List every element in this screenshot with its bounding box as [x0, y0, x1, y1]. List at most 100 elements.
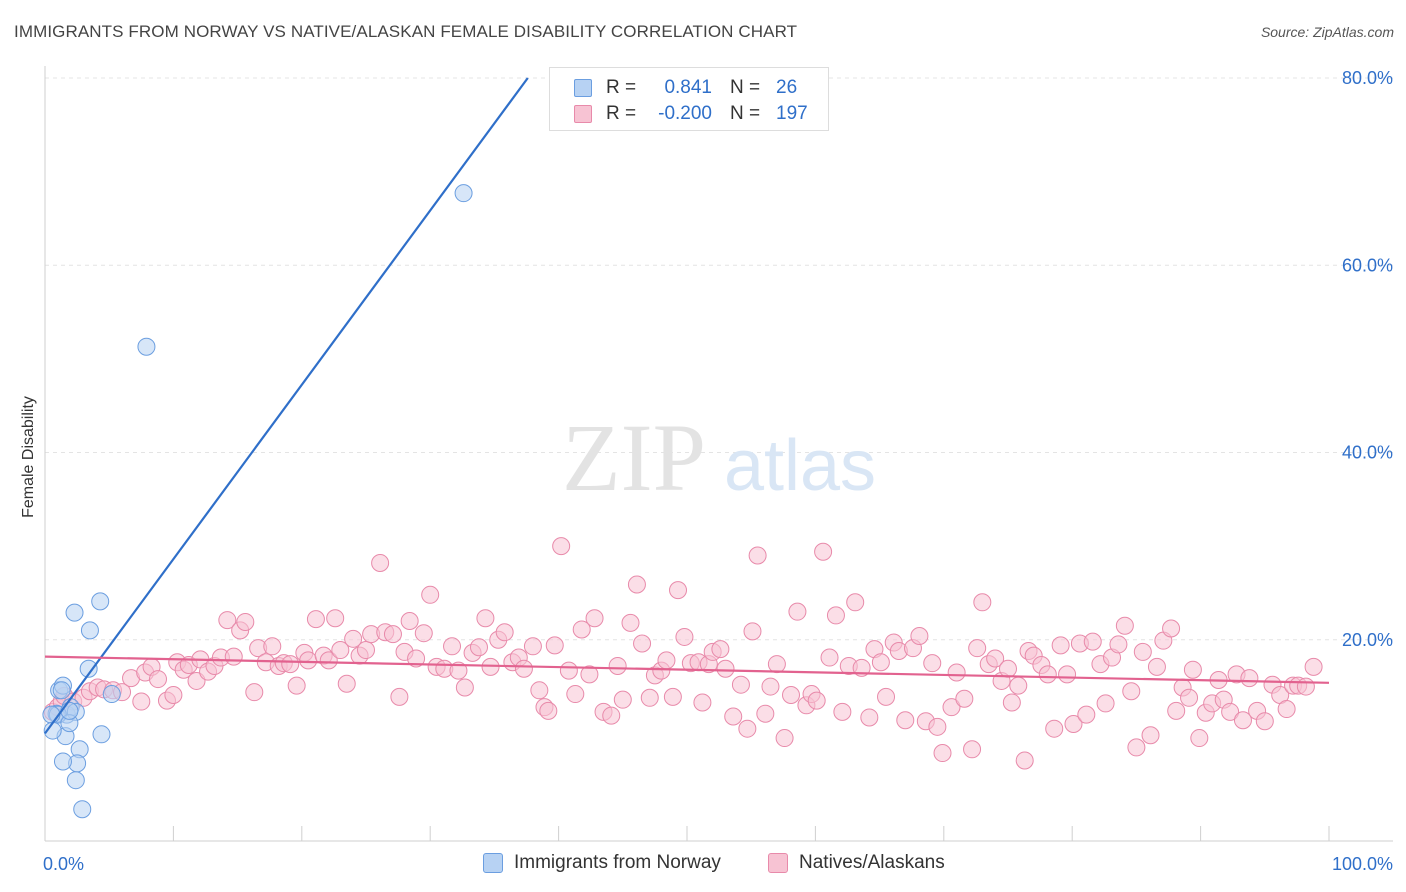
- native-point: [711, 640, 730, 659]
- native-point: [955, 689, 974, 708]
- native-point: [585, 609, 604, 628]
- native-point: [910, 627, 929, 646]
- native-point: [1077, 705, 1096, 724]
- legend-r-value: 0.841: [664, 77, 712, 98]
- native-point: [1009, 676, 1028, 695]
- native-point: [1255, 712, 1274, 731]
- native-point: [923, 654, 942, 673]
- y-tick-label: 80.0%: [1342, 68, 1393, 88]
- series-norway-points: [42, 184, 473, 819]
- native-point: [947, 663, 966, 682]
- native-point: [530, 681, 549, 700]
- native-point: [224, 647, 243, 666]
- native-point: [148, 670, 167, 689]
- norway-point: [60, 701, 79, 720]
- native-point: [675, 627, 694, 646]
- native-point: [306, 610, 325, 629]
- native-point: [566, 685, 585, 704]
- watermark: ZIP atlas: [562, 404, 876, 511]
- native-point: [1064, 715, 1083, 734]
- native-point: [1133, 642, 1152, 661]
- native-point: [580, 665, 599, 684]
- legend-label-norway: Immigrants from Norway: [514, 852, 721, 873]
- native-point: [455, 678, 474, 697]
- native-point: [627, 575, 646, 594]
- native-point: [896, 711, 915, 730]
- native-point: [1096, 694, 1115, 713]
- legend-n-label: N =: [730, 77, 761, 98]
- native-point: [933, 744, 952, 763]
- native-point: [545, 636, 564, 655]
- native-point: [236, 612, 255, 631]
- native-point: [421, 585, 440, 604]
- native-point: [299, 651, 318, 670]
- native-point: [928, 717, 947, 736]
- series-legend: Immigrants from Norway Natives/Alaskans: [0, 852, 1406, 878]
- native-point: [263, 637, 282, 656]
- legend-n-value: 26: [776, 77, 798, 98]
- native-point: [731, 675, 750, 694]
- trend-lines: [44, 77, 1330, 735]
- legend-label-natives: Natives/Alaskans: [799, 852, 945, 873]
- legend-swatch-norway: [483, 853, 503, 873]
- native-point: [640, 688, 659, 707]
- native-point: [657, 651, 676, 670]
- native-point: [476, 609, 495, 628]
- native-point: [1221, 702, 1240, 721]
- norway-point: [53, 752, 72, 771]
- native-point: [775, 729, 794, 748]
- native-point: [693, 693, 712, 712]
- chart-title: IMMIGRANTS FROM NORWAY VS NATIVE/ALASKAN…: [14, 22, 798, 41]
- legend-n-value: 197: [776, 103, 808, 124]
- native-point: [767, 655, 786, 674]
- correlation-legend: R = 0.841 N = 26 R = -0.200 N = 197: [549, 67, 829, 131]
- native-point: [608, 656, 627, 675]
- native-point: [621, 613, 640, 632]
- native-point: [807, 691, 826, 710]
- native-point: [738, 719, 757, 738]
- native-point: [400, 612, 419, 631]
- source-credit: Source: ZipAtlas.com: [1260, 24, 1394, 40]
- native-point: [973, 593, 992, 612]
- native-point: [826, 606, 845, 625]
- native-point: [663, 687, 682, 706]
- native-point: [514, 659, 533, 678]
- legend-item-norway[interactable]: Immigrants from Norway: [483, 852, 721, 874]
- native-point: [602, 706, 621, 725]
- native-point: [1180, 688, 1199, 707]
- native-point: [743, 622, 762, 641]
- native-point: [1122, 682, 1141, 701]
- norway-point: [73, 800, 92, 819]
- legend-r-value: -0.200: [658, 103, 712, 124]
- y-tick-label: 60.0%: [1342, 255, 1393, 275]
- native-point: [814, 542, 833, 561]
- native-point: [1083, 632, 1102, 651]
- native-point: [245, 683, 264, 702]
- native-point: [132, 692, 151, 711]
- native-point: [287, 676, 306, 695]
- native-point: [724, 707, 743, 726]
- native-point: [1038, 665, 1057, 684]
- native-point: [1015, 751, 1034, 770]
- native-point: [613, 690, 632, 709]
- gridlines: [45, 77, 1393, 641]
- native-point: [319, 651, 338, 670]
- legend-row-norway: R = 0.841 N = 26: [574, 76, 797, 100]
- legend-item-natives[interactable]: Natives/Alaskans: [768, 852, 945, 874]
- native-point: [469, 638, 488, 657]
- native-point: [788, 602, 807, 621]
- legend-r-label: R =: [606, 103, 637, 124]
- native-point: [1141, 726, 1160, 745]
- native-point: [942, 698, 961, 717]
- native-point: [407, 649, 426, 668]
- native-point: [443, 637, 462, 656]
- legend-n-label: N =: [730, 103, 761, 124]
- native-point: [1147, 657, 1166, 676]
- y-tick-label: 40.0%: [1342, 443, 1393, 463]
- native-point: [495, 623, 514, 642]
- axes: [44, 66, 1393, 842]
- native-point: [1127, 738, 1146, 757]
- norway-point: [66, 771, 85, 790]
- native-point: [871, 653, 890, 672]
